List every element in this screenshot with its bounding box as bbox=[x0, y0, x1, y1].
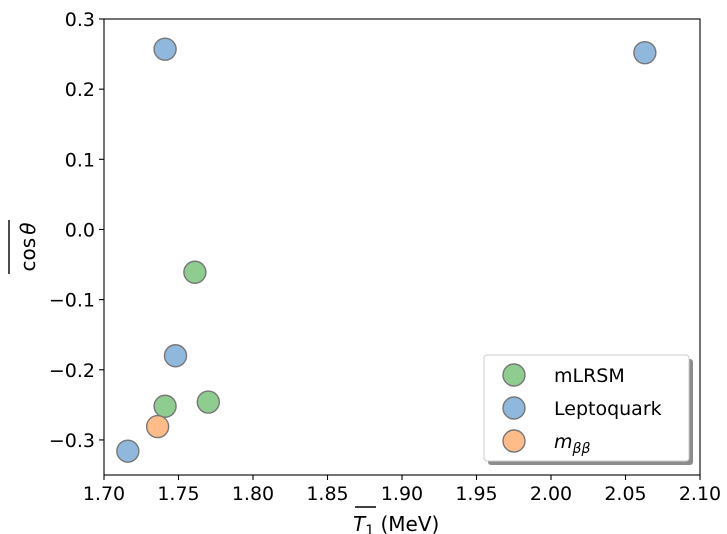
plot-area bbox=[116, 37, 657, 463]
x-tick-label: 2.10 bbox=[679, 483, 721, 505]
y-axis-label: cosθ bbox=[8, 220, 40, 274]
y-tick-label: 0.3 bbox=[65, 9, 95, 31]
x-axis-label-text: T1 (MeV) bbox=[353, 512, 439, 534]
legend-marker-m- bbox=[502, 429, 526, 453]
y-tick-label: −0.3 bbox=[49, 430, 95, 452]
y-axis-label-text: cosθ bbox=[16, 223, 40, 272]
point-leptoquark-1 bbox=[633, 40, 657, 65]
x-tick-label: 1.90 bbox=[381, 483, 423, 505]
legend-label-m-: mββ bbox=[554, 431, 590, 457]
legend-label-mlrsm: mLRSM bbox=[554, 365, 625, 387]
y-tick-label: 0.2 bbox=[65, 79, 95, 101]
axis-ticks: 1.70 1.75 1.80 1.85 1.90 1.95 2.00 2.05 2.10 0.3 0… bbox=[49, 9, 721, 505]
legend-marker-mlrsm bbox=[502, 363, 526, 387]
x-tick-label: 1.75 bbox=[157, 483, 199, 505]
legend: mLRSM Leptoquark mββ bbox=[483, 354, 693, 465]
legend-label-leptoquark: Leptoquark bbox=[554, 398, 662, 420]
x-axis-label: T1 (MeV) bbox=[353, 506, 439, 534]
point-leptoquark-0 bbox=[153, 37, 177, 61]
y-tick-label: 0.0 bbox=[65, 219, 95, 241]
x-tick-label: 1.70 bbox=[83, 483, 125, 505]
point-leptoquark-3 bbox=[116, 439, 140, 463]
x-tick-label: 2.05 bbox=[604, 483, 646, 505]
point-mlrsm-2 bbox=[196, 390, 221, 414]
y-tick-label: −0.1 bbox=[49, 290, 95, 312]
legend-items: mLRSM Leptoquark mββ bbox=[502, 363, 662, 457]
x-tick-label: 2.00 bbox=[530, 483, 572, 505]
point-m--0 bbox=[145, 414, 170, 439]
point-mlrsm-0 bbox=[183, 260, 207, 284]
x-tick-label: 1.85 bbox=[306, 483, 348, 505]
y-tick-label: −0.2 bbox=[49, 360, 95, 382]
point-leptoquark-2 bbox=[163, 344, 188, 368]
legend-marker-leptoquark bbox=[502, 396, 526, 420]
x-tick-label: 1.80 bbox=[232, 483, 274, 505]
point-mlrsm-1 bbox=[153, 394, 177, 418]
legend-box bbox=[483, 354, 690, 462]
y-tick-label: 0.1 bbox=[65, 149, 95, 171]
x-tick-label: 1.95 bbox=[455, 483, 497, 505]
